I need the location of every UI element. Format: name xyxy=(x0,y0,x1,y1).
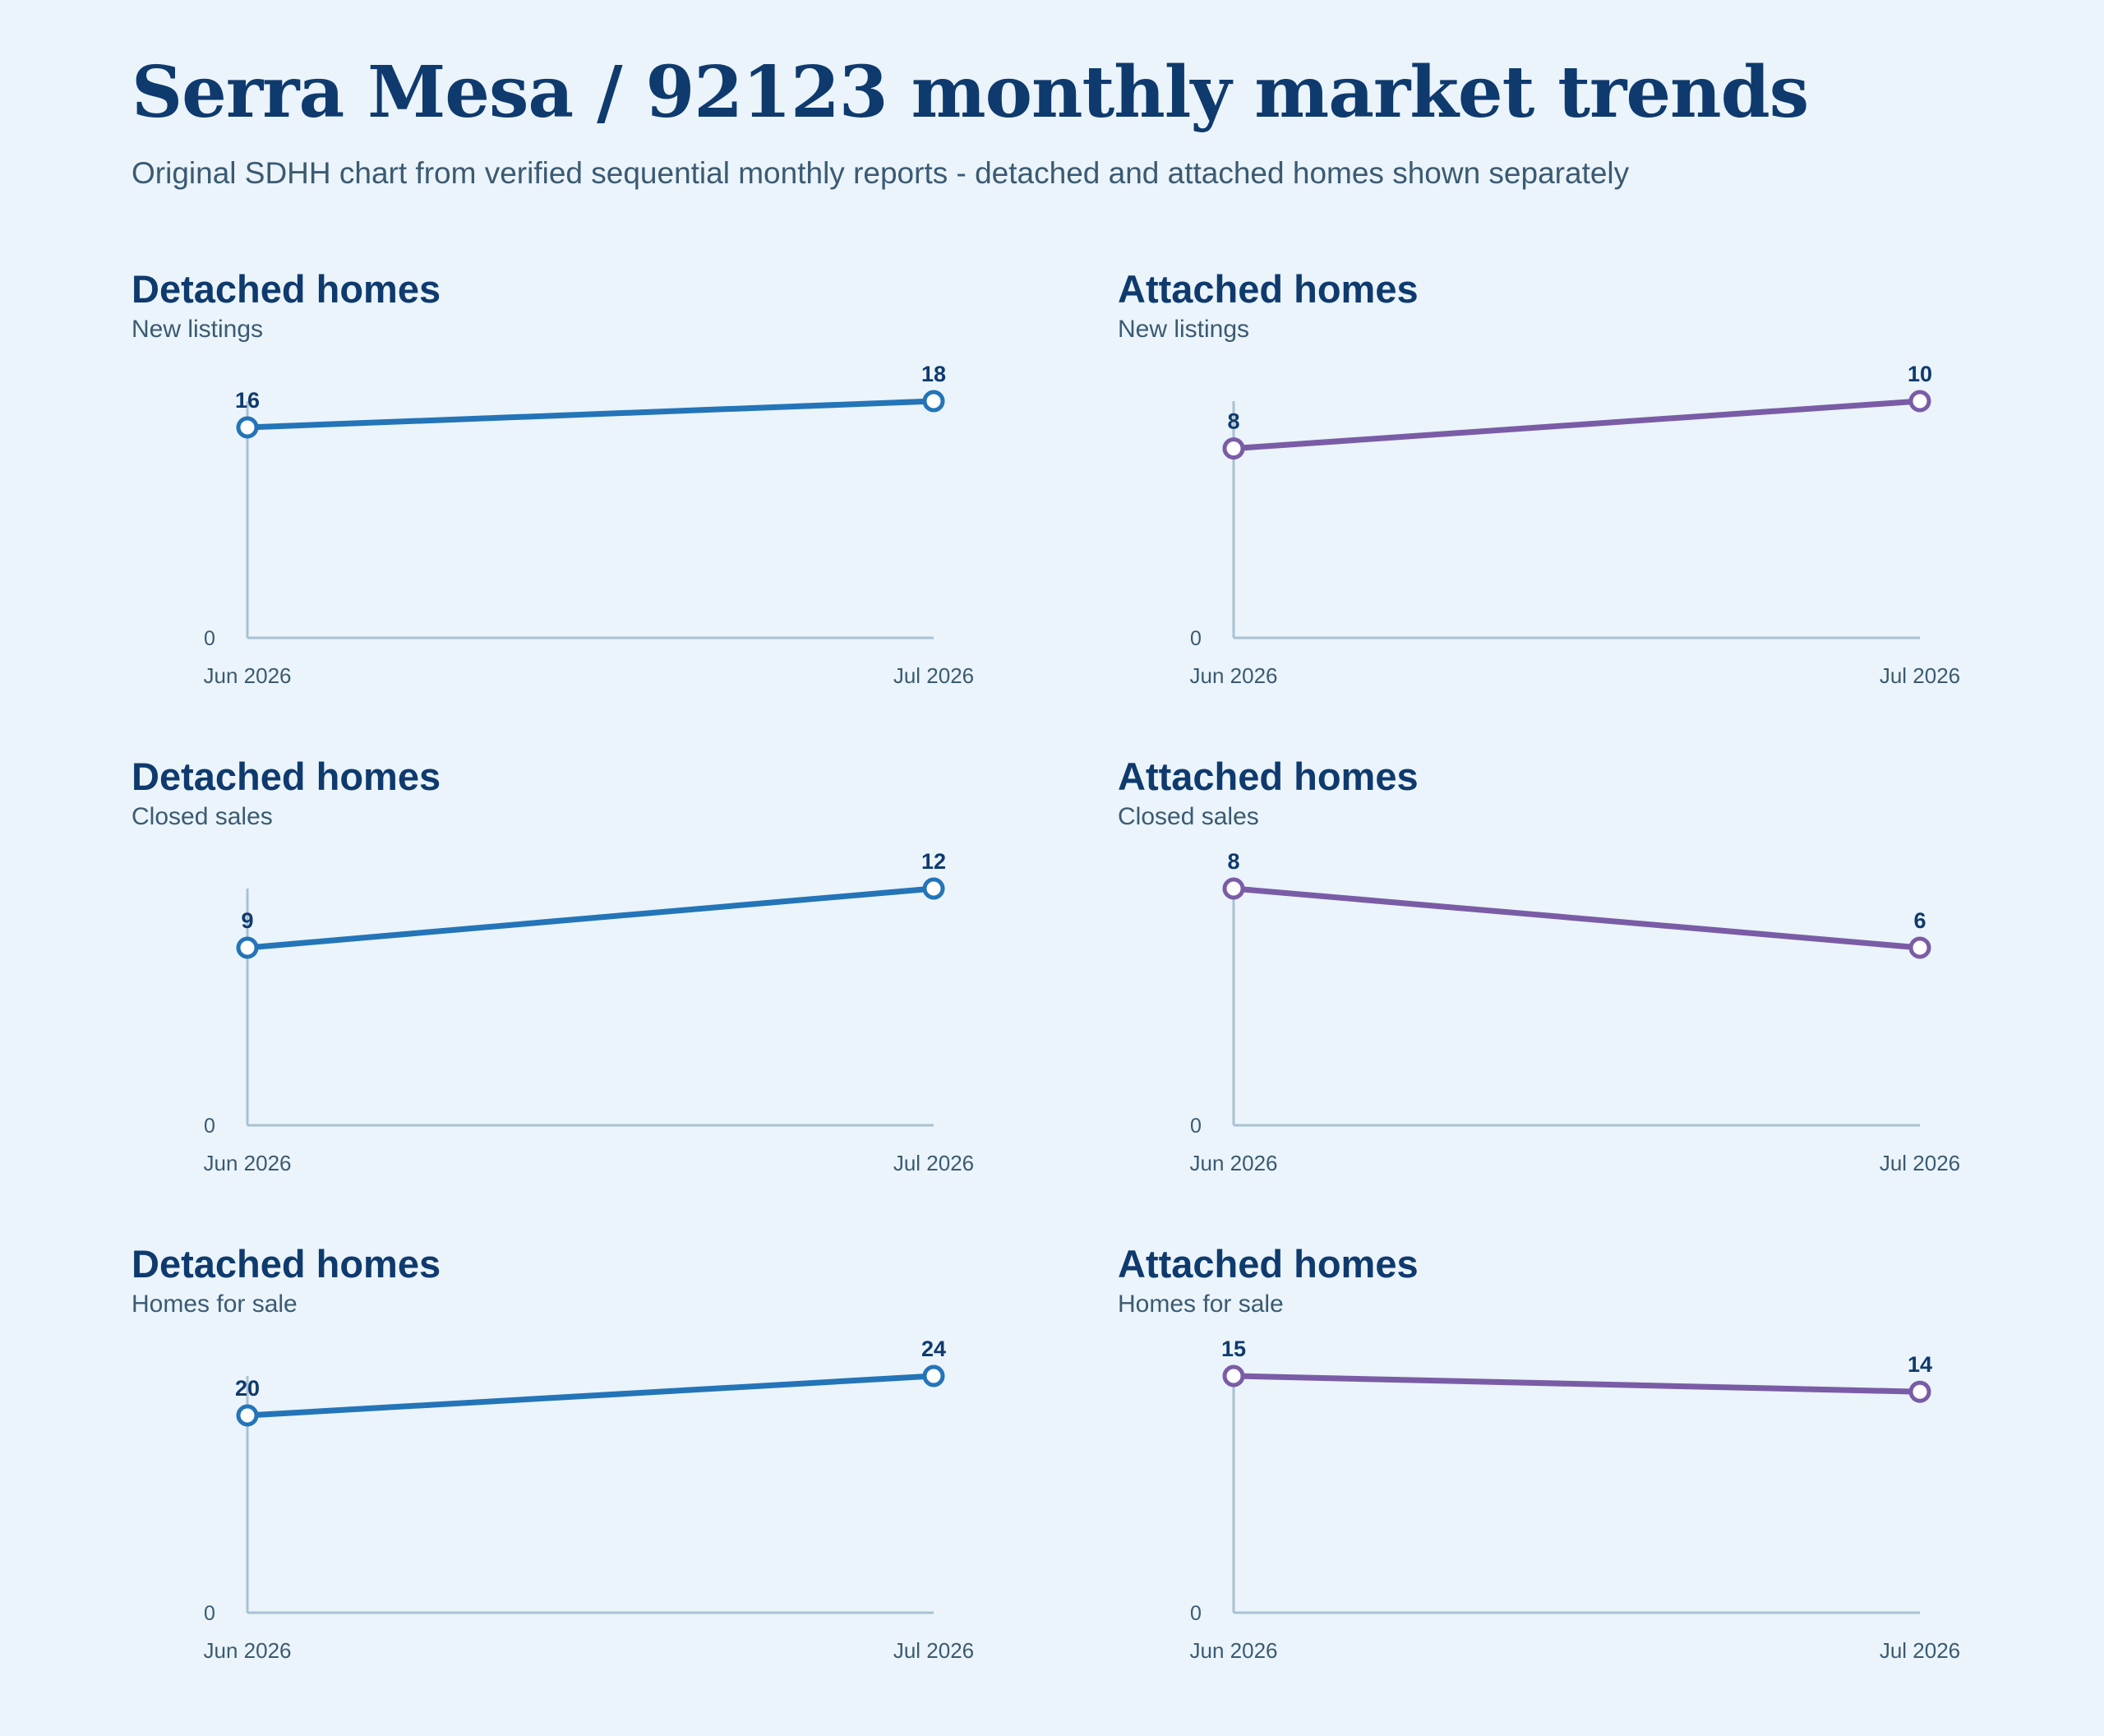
series-line xyxy=(247,885,934,951)
data-label: 15 xyxy=(1221,1337,1246,1361)
x-tick-label: Jul 2026 xyxy=(1880,1151,1960,1175)
series-line xyxy=(1233,885,1921,951)
data-label: 16 xyxy=(235,388,260,413)
chart-title: Detached homes xyxy=(132,1242,441,1286)
y-tick-label: 0 xyxy=(1190,627,1202,650)
data-label: 10 xyxy=(1908,362,1932,386)
x-tick-label: Jul 2026 xyxy=(893,1151,974,1175)
data-point xyxy=(236,936,259,959)
page-title: Serra Mesa / 92123 monthly market trends xyxy=(132,51,1809,134)
data-point xyxy=(922,390,945,413)
x-tick-label: Jun 2026 xyxy=(204,663,292,688)
page-subtitle: Original SDHH chart from verified sequen… xyxy=(132,156,1630,190)
data-point xyxy=(1908,390,1931,413)
series-line xyxy=(247,398,934,431)
chart-title: Attached homes xyxy=(1118,1242,1419,1286)
data-point xyxy=(1222,877,1245,900)
x-tick-label: Jun 2026 xyxy=(204,1151,292,1175)
data-point xyxy=(1222,1364,1245,1387)
chart-subtitle: New listings xyxy=(132,316,263,343)
x-tick-label: Jul 2026 xyxy=(893,1638,974,1663)
y-tick-label: 0 xyxy=(1190,1602,1202,1625)
y-tick-label: 0 xyxy=(204,1602,215,1625)
data-label: 8 xyxy=(1227,409,1239,434)
y-tick-label: 0 xyxy=(204,627,215,650)
x-tick-label: Jun 2026 xyxy=(1190,1151,1278,1175)
chart-title: Detached homes xyxy=(132,755,441,798)
chart-title: Detached homes xyxy=(132,267,441,311)
data-point xyxy=(922,1364,945,1387)
series-line xyxy=(1233,398,1921,452)
y-tick-label: 0 xyxy=(204,1115,215,1138)
data-point xyxy=(1908,936,1931,959)
chart-subtitle: Homes for sale xyxy=(132,1290,298,1318)
data-point xyxy=(236,1404,259,1427)
chart-title: Attached homes xyxy=(1118,755,1419,798)
x-tick-label: Jun 2026 xyxy=(1190,663,1278,688)
x-tick-label: Jul 2026 xyxy=(1880,1638,1960,1663)
data-point xyxy=(1908,1380,1931,1403)
data-label: 6 xyxy=(1913,908,1926,933)
x-tick-label: Jun 2026 xyxy=(204,1638,292,1663)
chart-subtitle: Closed sales xyxy=(1118,803,1259,830)
data-point xyxy=(1222,437,1245,460)
series-line xyxy=(247,1373,934,1419)
data-label: 8 xyxy=(1227,849,1239,874)
x-tick-label: Jun 2026 xyxy=(1190,1638,1278,1663)
data-label: 24 xyxy=(921,1337,946,1361)
data-label: 20 xyxy=(235,1376,260,1401)
chart-subtitle: Closed sales xyxy=(132,803,273,830)
data-label: 12 xyxy=(921,849,946,874)
data-label: 18 xyxy=(921,362,946,386)
chart-title: Attached homes xyxy=(1118,267,1419,311)
data-label: 9 xyxy=(241,908,253,933)
data-point xyxy=(922,877,945,900)
data-point xyxy=(236,416,259,439)
series-line xyxy=(1233,1373,1921,1395)
data-label: 14 xyxy=(1908,1352,1932,1377)
y-tick-label: 0 xyxy=(1190,1115,1202,1138)
x-tick-label: Jul 2026 xyxy=(1880,663,1960,688)
chart-subtitle: New listings xyxy=(1118,316,1249,343)
chart-subtitle: Homes for sale xyxy=(1118,1290,1284,1318)
x-tick-label: Jul 2026 xyxy=(893,663,974,688)
